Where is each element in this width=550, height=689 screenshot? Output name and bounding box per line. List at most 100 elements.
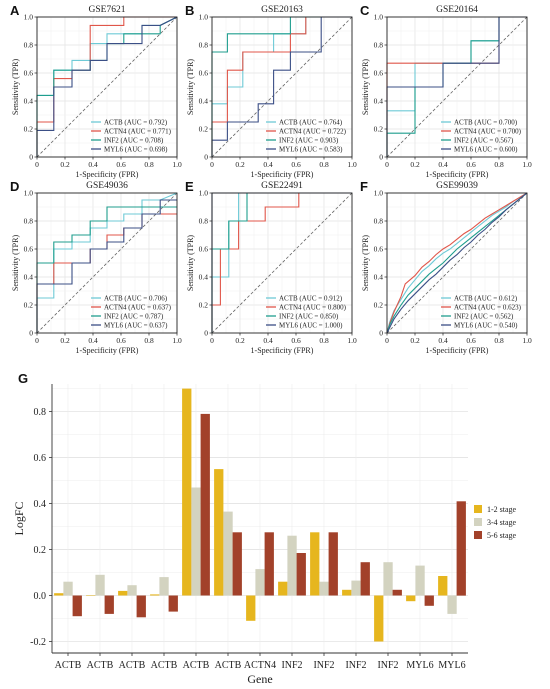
panel-title: GSE20164 bbox=[436, 5, 478, 15]
y-axis-label: Sensitivity (TPR) bbox=[361, 235, 370, 292]
y-tick-label: 0.8 bbox=[34, 407, 47, 418]
x-tick-label: ACTB bbox=[151, 660, 178, 671]
y-tick-label: 1.0 bbox=[199, 13, 209, 22]
x-tick-label: 0.4 bbox=[263, 336, 273, 345]
x-tick-label: 0.4 bbox=[88, 160, 98, 169]
bar-5-6-stage bbox=[136, 595, 146, 618]
y-tick-label: 0 bbox=[204, 329, 208, 338]
x-axis-label: 1-Specificity (FPR) bbox=[76, 346, 139, 355]
x-tick-label: 0.2 bbox=[60, 160, 70, 169]
y-tick-label: 0.6 bbox=[24, 69, 34, 78]
panel-title: GSE22491 bbox=[261, 181, 303, 191]
roc-curve-myl6 bbox=[36, 199, 177, 333]
panel-label: B bbox=[185, 3, 194, 18]
legend-entry: ACTN4 (AUC = 0.700) bbox=[454, 127, 522, 135]
x-tick-label: 0.6 bbox=[116, 160, 126, 169]
legend-entry: MYL6 (AUC = 0.600) bbox=[454, 145, 518, 153]
legend-entry: ACTN4 (AUC = 0.637) bbox=[104, 303, 172, 311]
legend-entry: MYL6 (AUC = 1.000) bbox=[279, 321, 343, 329]
x-axis-label: 1-Specificity (FPR) bbox=[251, 346, 314, 355]
panel-frame bbox=[386, 16, 528, 158]
panel-title: GSE7621 bbox=[89, 5, 126, 15]
bar-1-2-stage bbox=[118, 590, 128, 596]
y-tick-label: 0.6 bbox=[374, 69, 384, 78]
legend-entry: ACTN4 (AUC = 0.722) bbox=[279, 127, 347, 135]
x-tick-label: INF2 bbox=[377, 660, 398, 671]
bar-5-6-stage bbox=[392, 589, 402, 596]
x-tick-label: 0 bbox=[385, 160, 389, 169]
legend-entry: ACTB (AUC = 0.912) bbox=[279, 294, 343, 302]
reference-diagonal bbox=[36, 16, 178, 158]
legend-entry: INF2 (AUC = 0.903) bbox=[279, 136, 339, 144]
bar-1-2-stage bbox=[278, 581, 288, 596]
x-tick-label: 1.0 bbox=[172, 160, 182, 169]
y-tick-label: 0.8 bbox=[24, 217, 34, 226]
x-tick-label: 0 bbox=[210, 160, 214, 169]
legend-entry: ACTB (AUC = 0.700) bbox=[454, 118, 518, 126]
x-tick-label: ACTN4 bbox=[244, 660, 276, 671]
bar-1-2-stage bbox=[342, 589, 352, 596]
y-axis-label: Sensitivity (TPR) bbox=[11, 59, 20, 116]
y-tick-label: 0.8 bbox=[374, 217, 384, 226]
y-axis-label: Sensitivity (TPR) bbox=[11, 235, 20, 292]
bar-3-4-stage bbox=[159, 577, 169, 596]
y-tick-label: 1.0 bbox=[374, 13, 384, 22]
bar-5-6-stage bbox=[328, 532, 338, 596]
x-axis-label: 1-Specificity (FPR) bbox=[76, 170, 139, 179]
bar-3-4-stage bbox=[95, 574, 105, 596]
y-tick-label: 0 bbox=[379, 153, 383, 162]
y-tick-label: 0.8 bbox=[199, 41, 209, 50]
bar-1-2-stage bbox=[150, 594, 160, 596]
roc-panel-c: 0 0.2 0.4 0.6 0.8 1.0 0 0.2 0.4 0.6 0.8 1.0 GSE20164… bbox=[360, 3, 532, 179]
panel-frame bbox=[36, 16, 178, 158]
bar-1-2-stage bbox=[214, 469, 224, 596]
legend-entry: INF2 (AUC = 0.787) bbox=[104, 312, 164, 320]
x-tick-label: INF2 bbox=[313, 660, 334, 671]
x-tick-label: 0.2 bbox=[235, 336, 245, 345]
x-axis-label: 1-Specificity (FPR) bbox=[426, 346, 489, 355]
bar-1-2-stage bbox=[406, 595, 416, 602]
y-tick-label: 0.4 bbox=[24, 273, 34, 282]
legend-entry: ACTB (AUC = 0.612) bbox=[454, 294, 518, 302]
bar-5-6-stage bbox=[200, 413, 210, 596]
y-tick-label: 0.2 bbox=[199, 125, 209, 134]
legend-entry: 5-6 stage bbox=[487, 531, 517, 540]
y-tick-label: 0.4 bbox=[199, 273, 209, 282]
legend-entry: MYL6 (AUC = 0.698) bbox=[104, 145, 168, 153]
x-tick-label: MYL6 bbox=[406, 660, 433, 671]
bar-3-4-stage bbox=[255, 569, 265, 596]
y-axis-label: LogFC bbox=[12, 501, 26, 535]
x-tick-label: ACTB bbox=[119, 660, 146, 671]
legend-entry: INF2 (AUC = 0.708) bbox=[104, 136, 164, 144]
x-tick-label: INF2 bbox=[345, 660, 366, 671]
reference-diagonal bbox=[211, 16, 353, 158]
roc-curve-actn4 bbox=[386, 192, 528, 334]
x-tick-label: 0.2 bbox=[410, 160, 420, 169]
reference-diagonal bbox=[211, 192, 353, 334]
x-tick-label: 0.6 bbox=[116, 336, 126, 345]
x-tick-label: 0 bbox=[35, 160, 39, 169]
y-tick-label: 0.6 bbox=[199, 245, 209, 254]
x-tick-label: 1.0 bbox=[522, 160, 532, 169]
roc-curve-actb bbox=[386, 192, 528, 334]
y-tick-label: 0.2 bbox=[374, 125, 384, 134]
y-tick-label: 0 bbox=[379, 329, 383, 338]
x-tick-label: 0.8 bbox=[494, 160, 504, 169]
x-tick-label: 0.2 bbox=[60, 336, 70, 345]
legend-entry: INF2 (AUC = 0.562) bbox=[454, 312, 514, 320]
panel-title: GSE99039 bbox=[436, 181, 478, 191]
roc-panel-e: 0 0.2 0.4 0.6 0.8 1.0 0 0.2 0.4 0.6 0.8 1.0 GSE22491… bbox=[185, 179, 357, 355]
y-tick-label: 0.4 bbox=[374, 97, 384, 106]
x-tick-label: 0.2 bbox=[235, 160, 245, 169]
x-tick-label: 0.4 bbox=[438, 336, 448, 345]
x-tick-label: 0 bbox=[35, 336, 39, 345]
y-tick-label: 0.6 bbox=[199, 69, 209, 78]
bar-3-4-stage bbox=[223, 511, 233, 596]
x-tick-label: ACTB bbox=[87, 660, 114, 671]
bar-3-4-stage bbox=[415, 565, 425, 596]
x-tick-label: 0.6 bbox=[291, 336, 301, 345]
x-tick-label: 1.0 bbox=[172, 336, 182, 345]
y-tick-label: 0.4 bbox=[24, 97, 34, 106]
legend-entry: ACTN4 (AUC = 0.800) bbox=[279, 303, 347, 311]
